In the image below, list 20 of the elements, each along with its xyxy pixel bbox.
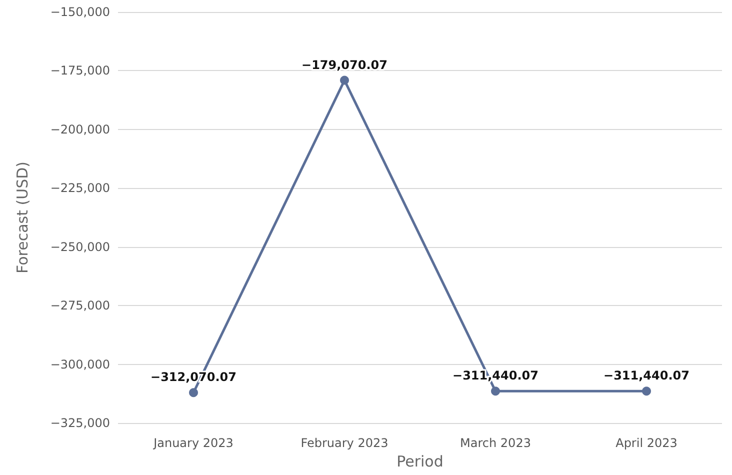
data-label: −311,440.07 [604, 368, 690, 383]
x-tick-label: February 2023 [300, 436, 388, 450]
y-axis-title: Forecast (USD) [14, 162, 32, 274]
x-tick-label: April 2023 [616, 436, 678, 450]
point [340, 76, 349, 85]
y-tick-label: −325,000 [50, 416, 110, 430]
y-tick-label: −225,000 [50, 181, 110, 196]
point [642, 386, 651, 396]
data-label: −179,070.07 [302, 58, 388, 72]
y-tick-label: −275,000 [50, 298, 110, 313]
x-tick-label: January 2023 [152, 436, 234, 450]
y-tick-label: −250,000 [50, 240, 110, 254]
point [491, 386, 500, 396]
x-tick-label: March 2023 [460, 436, 531, 450]
y-tick-label: −150,000 [50, 5, 110, 19]
y-tick-label: −200,000 [50, 122, 110, 136]
x-axis-title: Period [396, 452, 444, 470]
y-tick-label: −175,000 [50, 64, 110, 78]
point [189, 388, 198, 398]
y-tick-label: −300,000 [50, 357, 110, 372]
